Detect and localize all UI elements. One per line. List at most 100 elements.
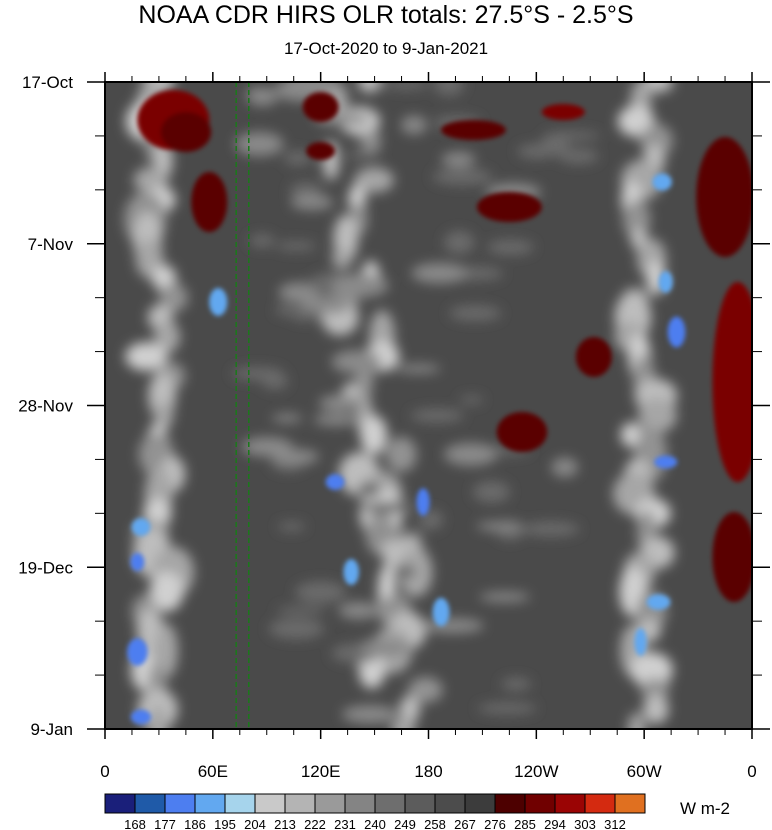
clear-sky-region <box>712 282 752 482</box>
cloud-streak <box>319 395 363 412</box>
colorbar-swatch <box>284 793 316 814</box>
convection-patch <box>390 718 416 729</box>
deep-convection-spot <box>130 553 145 571</box>
x-tick-label: 60W <box>627 762 662 781</box>
clear-sky-region <box>712 512 752 602</box>
x-tick-label: 0 <box>747 762 756 781</box>
reference-lines <box>235 82 250 729</box>
cloud-streak <box>433 82 464 96</box>
cloud-streak <box>443 230 475 255</box>
cloud-streak <box>294 581 347 604</box>
colorbar-label: 168 <box>124 817 146 830</box>
colorbar-swatch <box>194 793 226 814</box>
colorbar-swatch <box>254 793 286 814</box>
colorbar-swatch <box>404 793 436 814</box>
convection-patch <box>360 130 382 152</box>
y-axis: 17-Oct 7-Nov 28-Nov 19-Dec 9-Jan <box>18 73 770 739</box>
convection-patch <box>640 678 670 702</box>
deep-convection-spot <box>432 597 450 627</box>
convection-patch <box>642 82 674 93</box>
colorbar-swatch <box>584 793 616 814</box>
cloud-streak <box>459 395 484 404</box>
colorbar-label: 285 <box>514 817 536 830</box>
convection-patch <box>385 436 417 473</box>
cloud-streak <box>359 501 418 514</box>
deep-convection-spot <box>658 271 673 293</box>
x-tick-label: 120W <box>514 762 558 781</box>
cloud-streak <box>289 182 322 199</box>
colorbar-swatch <box>314 793 346 814</box>
deep-convection-spot <box>654 455 678 469</box>
cloud-streak <box>331 273 389 298</box>
cloud-streak <box>357 482 382 498</box>
colorbar-swatch <box>104 793 136 814</box>
deep-convection-spot <box>634 628 647 656</box>
colorbar-label: 258 <box>424 817 446 830</box>
y-tick-label: 17-Oct <box>22 73 73 92</box>
chart-subtitle: 17-Oct-2020 to 9-Jan-2021 <box>283 39 489 58</box>
colorbar-swatch <box>494 793 526 814</box>
cloud-streak <box>290 309 322 322</box>
x-tick-label: 0 <box>100 762 109 781</box>
cloud-streak <box>347 150 382 160</box>
cloud-streak <box>382 82 430 90</box>
convection-patch <box>638 397 677 433</box>
colorbar-label: 267 <box>454 817 476 830</box>
cloud-streak <box>521 521 580 537</box>
clear-sky-region <box>160 112 212 152</box>
cloud-streak <box>235 132 284 156</box>
cloud-streak <box>401 115 427 135</box>
colorbar-swatch <box>374 793 406 814</box>
colorbar-swatch <box>524 793 556 814</box>
cloud-streak <box>544 131 601 141</box>
colorbar: 168 177 186 195 204 213 222 231 240 249 258 267 276 2… <box>104 793 730 830</box>
cloud-streak <box>448 305 502 321</box>
cloud-streak <box>299 296 351 314</box>
colorbar-swatch <box>134 793 166 814</box>
deep-convection-spot <box>130 709 152 725</box>
convection-patch <box>357 82 382 93</box>
cloud-streak <box>444 443 498 466</box>
deep-convection-spot <box>652 173 672 191</box>
convection-patch <box>159 283 188 312</box>
clear-sky-region <box>302 92 339 122</box>
colorbar-label: 177 <box>154 817 176 830</box>
convection-patch <box>149 571 184 612</box>
cloud-streak <box>360 638 413 658</box>
x-tick-label: 180 <box>414 762 442 781</box>
cloud-streak <box>277 522 306 532</box>
convection-patch <box>148 704 168 729</box>
cloud-streak <box>270 449 320 465</box>
clear-sky-region <box>541 104 585 120</box>
x-tick-label: 120E <box>301 762 341 781</box>
deep-convection-spot <box>646 594 671 610</box>
cloud-streak <box>283 150 312 166</box>
cloud-streak <box>411 263 468 284</box>
cloud-streak <box>501 677 532 691</box>
olr-field <box>105 82 752 729</box>
cloud-streak <box>396 364 441 373</box>
y-tick-label: 9-Jan <box>30 720 73 739</box>
y-tick-label: 7-Nov <box>28 235 74 254</box>
cloud-streak <box>268 618 325 640</box>
convection-patch <box>360 415 387 455</box>
convection-patch <box>399 695 421 723</box>
colorbar-label: 213 <box>274 817 296 830</box>
colorbar-label: 249 <box>394 817 416 830</box>
convection-patch <box>643 694 669 724</box>
cloud-streak <box>338 602 379 619</box>
cloud-streak <box>421 618 484 633</box>
convection-patch <box>125 342 168 371</box>
colorbar-units: W m-2 <box>680 799 730 818</box>
cloud-streak <box>275 241 317 251</box>
colorbar-label: 312 <box>604 817 626 830</box>
clear-sky-region <box>191 172 228 232</box>
convection-patch <box>133 167 169 193</box>
clear-sky-region <box>476 192 542 222</box>
cloud-streak <box>486 239 535 255</box>
clear-sky-region <box>306 142 336 160</box>
colorbar-swatch <box>554 793 586 814</box>
colorbar-label: 303 <box>574 817 596 830</box>
cloud-streak <box>342 705 398 724</box>
